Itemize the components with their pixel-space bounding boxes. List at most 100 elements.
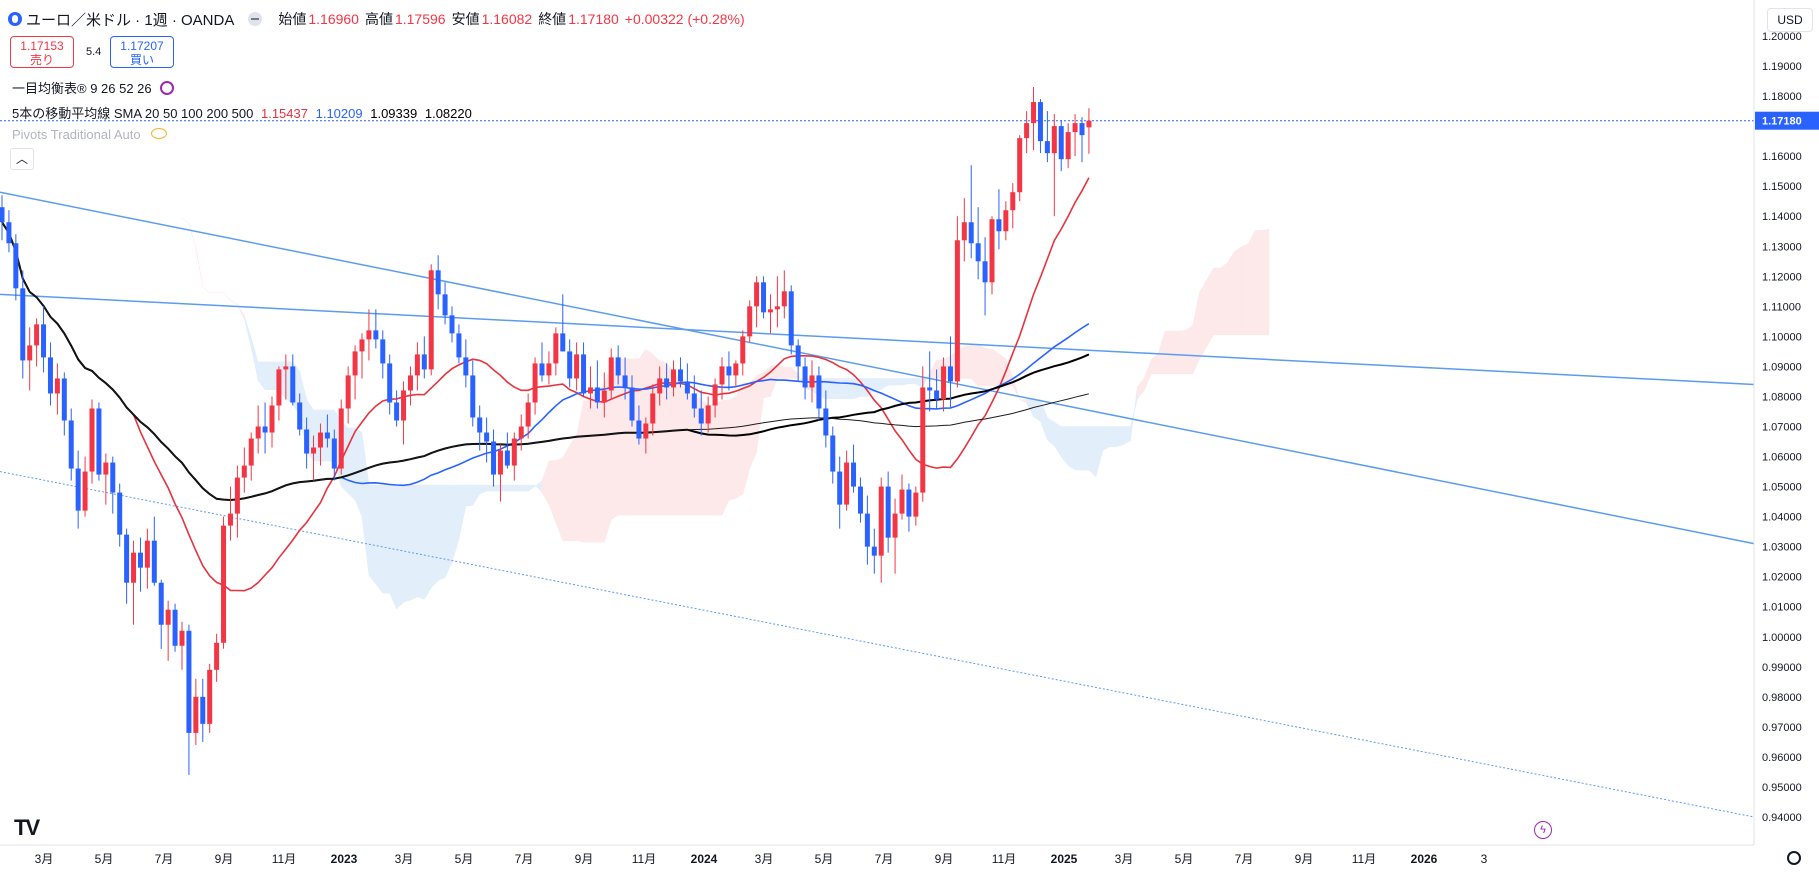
candle-body xyxy=(110,462,116,493)
candle-body xyxy=(719,366,725,385)
candle-body xyxy=(269,405,275,433)
close-value: 1.17180 xyxy=(568,11,619,27)
pivots-legend[interactable]: Pivots Traditional Auto xyxy=(12,127,167,142)
candle-body xyxy=(774,306,780,310)
cloud-segment xyxy=(1261,228,1270,336)
candle-body xyxy=(761,282,767,313)
candle-body xyxy=(352,351,358,376)
cloud-segment xyxy=(1088,426,1097,478)
y-tick-label: 0.96000 xyxy=(1762,752,1802,764)
chevron-up-icon[interactable]: ︿ xyxy=(10,148,34,170)
candle-body xyxy=(629,387,635,421)
sma20-value: 1.15437 xyxy=(260,106,308,121)
cloud-segment xyxy=(500,484,508,492)
candle-body xyxy=(871,546,877,556)
change-value: +0.00322 (+0.28%) xyxy=(624,11,745,27)
x-tick-label: 2023 xyxy=(331,852,358,866)
cloud-segment xyxy=(486,484,494,492)
candle-body xyxy=(442,294,448,316)
candle-body xyxy=(401,390,407,421)
low-label: 安値 xyxy=(451,11,480,27)
candle-body xyxy=(546,363,552,376)
candle-body xyxy=(698,408,704,424)
candle-body xyxy=(276,369,282,406)
candle-body xyxy=(671,369,677,388)
candle-body xyxy=(193,696,199,733)
candle-body xyxy=(227,513,233,526)
cloud-segment xyxy=(970,343,979,387)
cloud-segment xyxy=(389,484,397,610)
currency-button[interactable]: USD xyxy=(1767,8,1813,32)
candle-body xyxy=(574,354,580,379)
candle-body xyxy=(587,387,593,394)
ichimoku-legend[interactable]: 一目均衡表® 9 26 52 26 xyxy=(12,78,174,97)
buy-button[interactable]: 1.17207 買い xyxy=(110,36,174,68)
candle-body xyxy=(857,486,863,514)
symbol-title[interactable]: ユーロ／米ドル · 1週 · OANDA xyxy=(26,11,235,29)
candle-body xyxy=(366,330,372,340)
candle-body xyxy=(283,366,289,370)
candle-body xyxy=(1037,102,1043,142)
eye-hidden-icon[interactable] xyxy=(150,128,167,139)
cloud-segment xyxy=(673,370,681,516)
candle-body xyxy=(1051,126,1057,154)
y-tick-label: 0.95000 xyxy=(1762,782,1802,794)
trend-line-lower xyxy=(0,471,1755,818)
candle-body xyxy=(982,261,988,283)
lightning-icon[interactable]: ϟ xyxy=(1534,821,1552,839)
x-tick-label: 11月 xyxy=(272,852,296,866)
candle-body xyxy=(373,330,379,340)
gear-icon[interactable] xyxy=(1787,851,1801,865)
candle-body xyxy=(172,609,178,646)
candle-body xyxy=(1065,132,1071,160)
x-tick-label: 7月 xyxy=(515,852,534,866)
candle-body xyxy=(553,333,559,364)
candle-body xyxy=(802,366,808,388)
candle-body xyxy=(0,207,5,223)
candle-body xyxy=(954,240,960,382)
sma100-value: 1.09339 xyxy=(370,106,418,121)
candle-body xyxy=(214,642,220,670)
x-tick-label: 5月 xyxy=(815,852,834,866)
tradingview-logo[interactable]: TV xyxy=(14,815,40,840)
sync-icon[interactable] xyxy=(159,81,174,95)
x-tick-label: 2026 xyxy=(1411,852,1438,866)
symbol-header[interactable]: ユーロ／米ドル · 1週 · OANDA 始値 1.16960 高値 1.17596… xyxy=(8,8,745,30)
candle-body xyxy=(124,534,130,583)
y-tick-label: 0.97000 xyxy=(1762,722,1802,734)
candle-body xyxy=(754,282,760,307)
cloud-segment xyxy=(874,378,882,390)
candle-body xyxy=(255,426,261,439)
y-tick-label: 1.08000 xyxy=(1762,391,1802,403)
x-tick-label: 7月 xyxy=(1235,852,1254,866)
cloud-segment xyxy=(1227,250,1235,336)
cloud-segment xyxy=(1254,230,1263,336)
candle-body xyxy=(927,387,933,391)
candle-body xyxy=(726,366,732,376)
cloud-segment xyxy=(562,445,570,541)
cloud-segment xyxy=(687,390,695,516)
candle-body xyxy=(165,609,171,625)
cloud-segment xyxy=(507,484,515,492)
candle-body xyxy=(899,489,905,514)
cloud-segment xyxy=(894,378,903,386)
candle-body xyxy=(518,426,524,439)
time-scale-bg xyxy=(0,845,1819,873)
candle-body xyxy=(878,486,884,556)
candle-body xyxy=(539,363,545,376)
candle-body xyxy=(906,489,912,517)
candle-body xyxy=(567,351,573,379)
price-scale-bg xyxy=(1754,0,1819,873)
low-value: 1.16082 xyxy=(481,11,533,27)
candle-body xyxy=(961,222,967,241)
candle-body xyxy=(968,222,974,244)
candle-body xyxy=(615,357,621,376)
candle-body xyxy=(179,630,185,646)
sma-legend[interactable]: 5本の移動平均線 SMA 20 50 100 200 500 1.15437 1… xyxy=(12,103,472,122)
pivots-label: Pivots Traditional Auto xyxy=(12,127,141,142)
minus-icon[interactable] xyxy=(248,12,263,26)
sell-button[interactable]: 1.17153 売り xyxy=(10,36,74,68)
